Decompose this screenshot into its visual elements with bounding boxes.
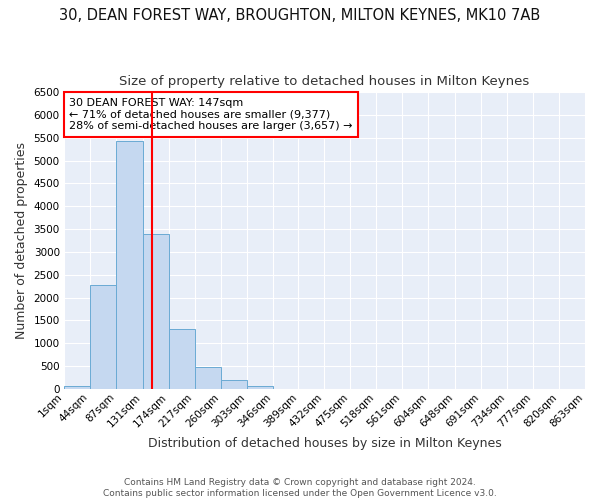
Bar <box>169 329 194 389</box>
Title: Size of property relative to detached houses in Milton Keynes: Size of property relative to detached ho… <box>119 75 530 88</box>
X-axis label: Distribution of detached houses by size in Milton Keynes: Distribution of detached houses by size … <box>148 437 502 450</box>
Bar <box>247 386 272 389</box>
Text: 30, DEAN FOREST WAY, BROUGHTON, MILTON KEYNES, MK10 7AB: 30, DEAN FOREST WAY, BROUGHTON, MILTON K… <box>59 8 541 22</box>
Bar <box>194 366 221 389</box>
Text: 30 DEAN FOREST WAY: 147sqm
← 71% of detached houses are smaller (9,377)
28% of s: 30 DEAN FOREST WAY: 147sqm ← 71% of deta… <box>69 98 353 131</box>
Y-axis label: Number of detached properties: Number of detached properties <box>15 142 28 339</box>
Text: Contains HM Land Registry data © Crown copyright and database right 2024.
Contai: Contains HM Land Registry data © Crown c… <box>103 478 497 498</box>
Bar <box>64 386 90 389</box>
Bar <box>90 286 116 389</box>
Bar <box>116 141 143 389</box>
Bar <box>143 234 169 389</box>
Bar <box>221 380 247 389</box>
